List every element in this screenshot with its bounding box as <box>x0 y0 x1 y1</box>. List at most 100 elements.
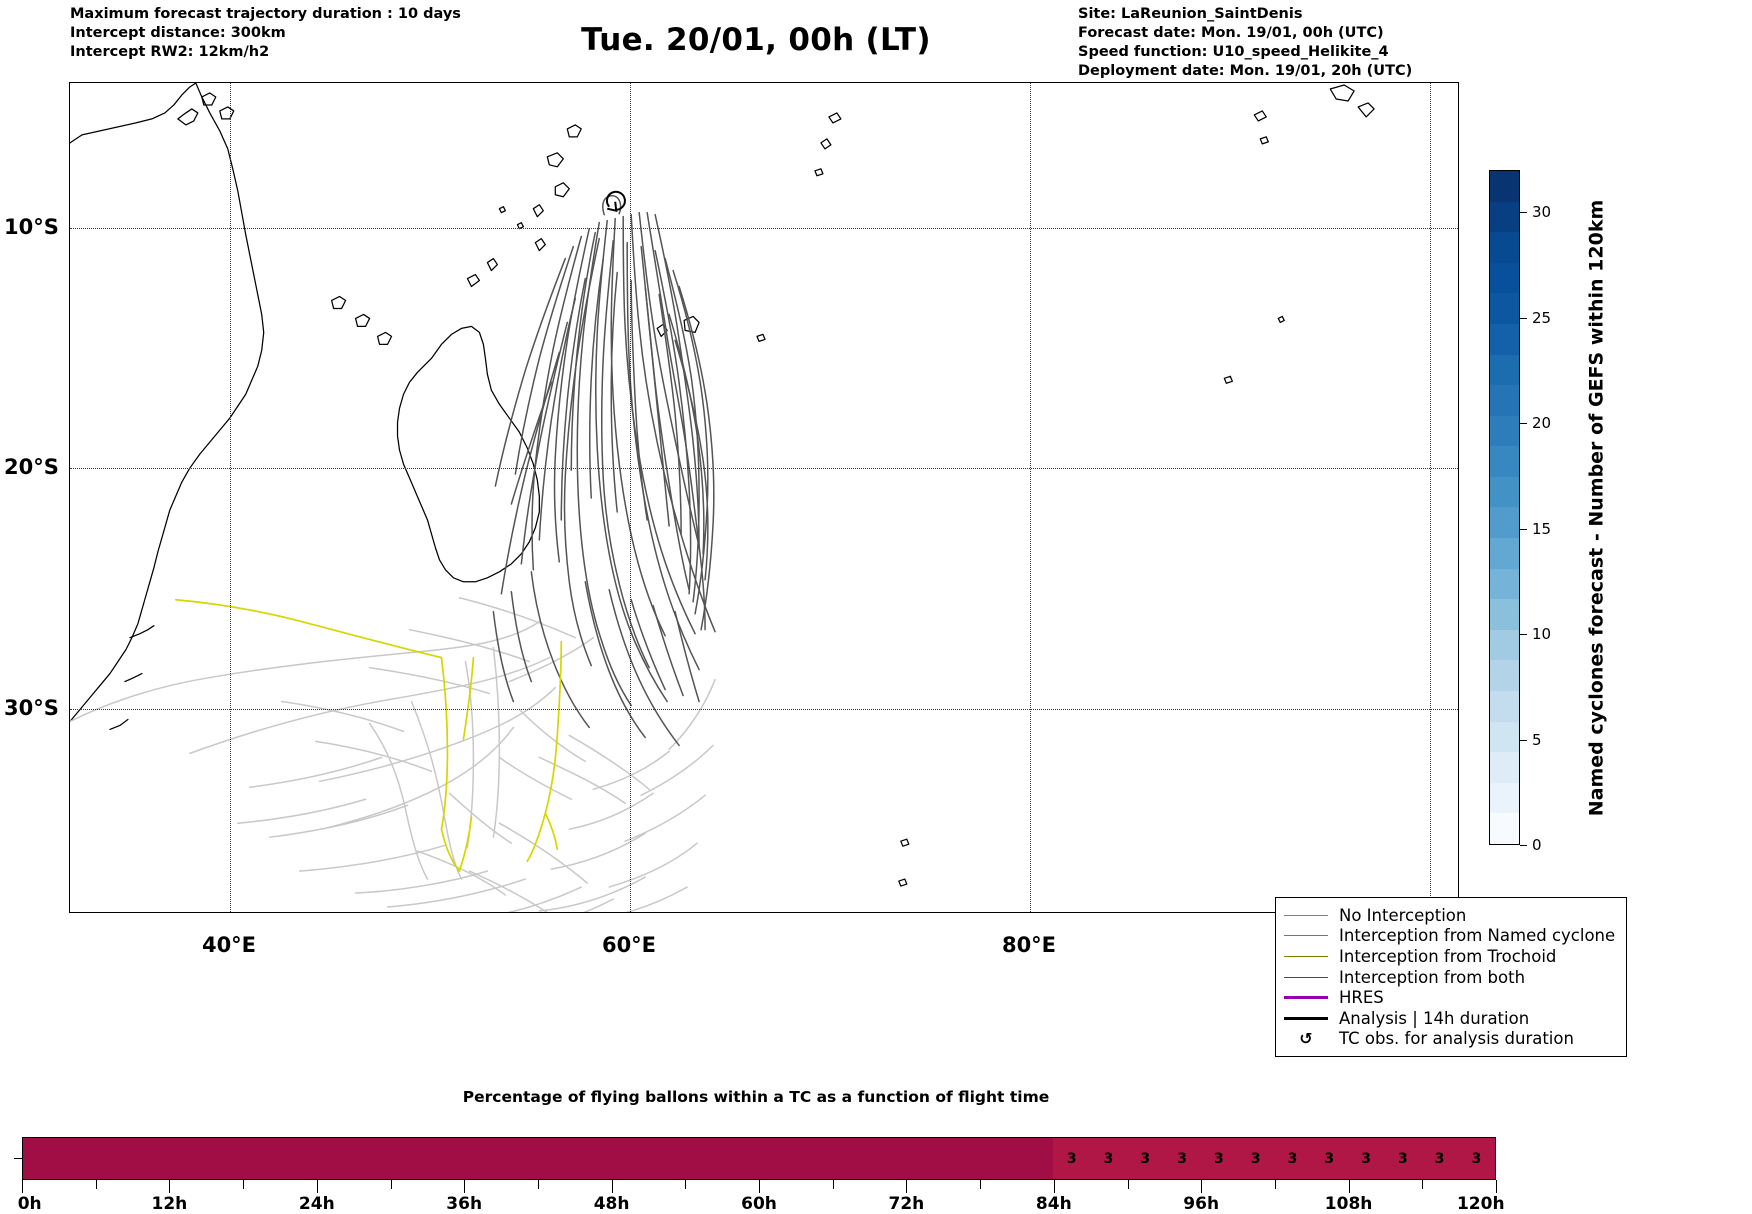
percentage-bar-cell-87h[interactable]: 3 <box>1090 1138 1127 1179</box>
percentage-axis-label-84: 84h <box>1035 1194 1072 1214</box>
legend-label-1: Interception from Named cyclone <box>1339 926 1616 946</box>
colorbar-cell-1 <box>1490 782 1519 814</box>
percentage-axis-minor-tick-18 <box>243 1180 245 1189</box>
percentage-bar-cell-27h[interactable] <box>354 1138 391 1179</box>
page-title: Tue. 20/01, 00h (LT) <box>581 22 931 58</box>
legend-swatch-2 <box>1284 955 1328 957</box>
percentage-bar-cell-93h[interactable]: 3 <box>1163 1138 1201 1179</box>
colorbar-cell-7 <box>1490 599 1519 630</box>
percentage-bar-cell-96h[interactable]: 3 <box>1200 1138 1238 1179</box>
header-right-line-0: Site: LaReunion_SaintDenis <box>1078 6 1303 22</box>
percentage-axis-tick-72 <box>906 1180 908 1193</box>
colorbar-tick-label-30: 30 <box>1532 203 1552 222</box>
percentage-bar-cell-6h[interactable] <box>96 1138 134 1179</box>
percentage-bar-cell-90h[interactable]: 3 <box>1126 1138 1164 1179</box>
percentage-axis-label-108: 108h <box>1324 1194 1373 1214</box>
percentage-bar-cell-75h[interactable] <box>942 1138 980 1179</box>
map-gridline-lon-60 <box>630 83 631 912</box>
legend-swatch-1 <box>1284 935 1328 937</box>
percentage-bar-cell-33h[interactable] <box>427 1138 465 1179</box>
percentage-bar-cell-30h[interactable] <box>390 1138 428 1179</box>
colorbar-title-text: Named cyclones forecast - Number of GEFS… <box>1585 199 1608 816</box>
percentage-axis-label-36: 36h <box>446 1194 483 1214</box>
percentage-bar-cell-117h[interactable]: 3 <box>1458 1138 1495 1179</box>
header-right-line-3: Deployment date: Mon. 19/01, 20h (UTC) <box>1078 63 1413 80</box>
percentage-bar-cell-63h[interactable] <box>795 1138 833 1179</box>
colorbar-cell-6 <box>1490 629 1519 661</box>
percentage-axis-minor-tick-78 <box>980 1180 982 1189</box>
percentage-bar-cell-66h[interactable] <box>832 1138 870 1179</box>
legend-item-0: No Interception <box>1284 905 1615 926</box>
legend-label-0: No Interception <box>1339 905 1467 925</box>
percentage-bar-cell-48h[interactable] <box>611 1138 649 1179</box>
colorbar-cell-10 <box>1490 507 1519 539</box>
colorbar-cell-19 <box>1490 232 1519 263</box>
legend-item-2: Interception from Trochoid <box>1284 946 1615 967</box>
percentage-axis-label-72: 72h <box>888 1194 925 1214</box>
header-left-info: Maximum forecast trajectory duration : 1… <box>70 5 461 62</box>
colorbar-cell-4 <box>1490 691 1519 722</box>
percentage-bar-cell-99h[interactable]: 3 <box>1237 1138 1275 1179</box>
percentage-bar-cell-45h[interactable] <box>574 1138 612 1179</box>
percentage-axis-tick-48 <box>611 1180 613 1193</box>
percentage-bar-cell-102h[interactable]: 3 <box>1274 1138 1311 1179</box>
percentage-bar-cell-72h[interactable] <box>906 1138 943 1179</box>
legend-item-6: ↺ TC obs. for analysis duration <box>1284 1029 1615 1050</box>
colorbar-tick-10 <box>1520 634 1527 636</box>
percentage-bar-cell-54h[interactable] <box>685 1138 723 1179</box>
percentage-bar-cell-15h[interactable] <box>206 1138 244 1179</box>
header-left-line-0: Maximum forecast trajectory duration : 1… <box>70 6 461 22</box>
percentage-bar-cell-42h[interactable] <box>538 1138 575 1179</box>
percentage-axis-tick-96 <box>1201 1180 1203 1193</box>
header-right-info: Site: LaReunion_SaintDenis Forecast date:… <box>1078 5 1412 82</box>
percentage-bar-cell-105h[interactable]: 3 <box>1310 1138 1348 1179</box>
percentage-axis-minor-tick-30 <box>390 1180 392 1189</box>
header-left-line-1: Intercept distance: 300km <box>70 25 286 42</box>
percentage-bar-cell-69h[interactable] <box>869 1138 907 1179</box>
percentage-bar-cell-51h[interactable] <box>648 1138 686 1179</box>
colorbar-cell-13 <box>1490 415 1519 447</box>
colorbar-cell-5 <box>1490 660 1519 692</box>
tc-observation-icon: ↺ <box>1299 1028 1313 1048</box>
percentage-bar-cell-111h[interactable]: 3 <box>1384 1138 1422 1179</box>
percentage-bar-cell-81h[interactable] <box>1016 1138 1054 1179</box>
legend-swatch-3 <box>1284 976 1328 978</box>
colorbar-cell-17 <box>1490 293 1519 324</box>
percentage-bar-cell-39h[interactable] <box>501 1138 539 1179</box>
percentage-bar-cell-84h[interactable]: 3 <box>1053 1138 1091 1179</box>
map-panel[interactable] <box>69 82 1459 913</box>
colorbar-cell-9 <box>1490 538 1519 569</box>
percentage-bar-cell-21h[interactable] <box>280 1138 318 1179</box>
colorbar-tick-label-20: 20 <box>1532 414 1552 433</box>
percentage-bar-cell-36h[interactable] <box>464 1138 502 1179</box>
percentage-bar-cell-108h[interactable]: 3 <box>1347 1138 1385 1179</box>
percentage-bar-cell-114h[interactable]: 3 <box>1421 1138 1459 1179</box>
percentage-bar-cell-9h[interactable] <box>133 1138 171 1179</box>
percentage-bar-ytick <box>14 1158 22 1159</box>
colorbar-cell-12 <box>1490 446 1519 477</box>
header-left-line-2: Intercept RW2: 12km/h2 <box>70 44 270 61</box>
percentage-bar-cell-78h[interactable] <box>979 1138 1017 1179</box>
percentage-axis-label-12: 12h <box>151 1194 188 1214</box>
percentage-bar-cell-0h[interactable] <box>23 1138 60 1179</box>
colorbar[interactable] <box>1489 170 1520 845</box>
percentage-bar-cell-12h[interactable] <box>170 1138 207 1179</box>
percentage-axis-tick-108 <box>1348 1180 1350 1193</box>
percentage-axis-label-0: 0h <box>17 1194 42 1214</box>
percentage-axis-minor-tick-54 <box>685 1180 687 1189</box>
colorbar-cell-11 <box>1490 476 1519 508</box>
percentage-axis-tick-120 <box>1496 1180 1497 1193</box>
map-ytick-label--10: 10°S <box>4 214 59 239</box>
percentage-bar-cell-57h[interactable] <box>722 1138 759 1179</box>
percentage-bar-cell-18h[interactable] <box>243 1138 281 1179</box>
percentage-bar-cell-60h[interactable] <box>758 1138 796 1179</box>
percentage-bar-cell-3h[interactable] <box>59 1138 97 1179</box>
map-gridline-lat--30 <box>70 709 1458 711</box>
colorbar-cell-3 <box>1490 721 1519 753</box>
colorbar-cell-21 <box>1490 170 1519 202</box>
map-gridline-lon-100 <box>1430 83 1431 912</box>
percentage-axis-tick-24 <box>316 1180 318 1193</box>
percentage-bar-cell-24h[interactable] <box>317 1138 355 1179</box>
map-ytick-label--30: 30°S <box>4 696 59 721</box>
